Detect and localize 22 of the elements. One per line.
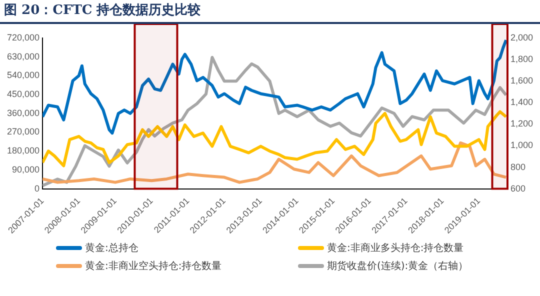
y2-tick-label: 1,600	[510, 76, 534, 86]
y-tick-label: 720,000	[6, 32, 40, 42]
y2-tick-label: 800	[510, 162, 526, 172]
y-tick-label: 270,000	[6, 126, 40, 137]
legend-label: 黄金:非商业空头持仓:持仓数量	[85, 260, 222, 273]
y-tick-label: 540,000	[6, 70, 40, 80]
y2-tick-label: 1,400	[510, 97, 534, 108]
y2-tick-label: 1,200	[510, 118, 534, 129]
y2-tick-label: 2,000	[510, 32, 534, 42]
chart-title: 图 20：CFTC 持仓数据历史比较	[0, 0, 540, 24]
y-tick-label: 450,000	[6, 89, 40, 100]
legend-label: 期货收盘价(连续):黄金（右轴）	[327, 260, 468, 273]
y-tick-label: 360,000	[6, 108, 40, 118]
legend-label: 黄金:非商业多头持仓:持仓数量	[327, 242, 464, 255]
legend-label: 黄金:总持仓	[85, 242, 138, 255]
y-tick-label: 90,000	[12, 164, 40, 174]
y2-tick-label: 600	[510, 183, 526, 194]
y2-tick-label: 1,800	[510, 54, 534, 64]
y-tick-label: 180,000	[6, 146, 40, 156]
y2-tick-label: 1,000	[510, 140, 534, 150]
y-tick-label: 0	[34, 183, 40, 194]
y-tick-label: 630,000	[6, 51, 40, 62]
